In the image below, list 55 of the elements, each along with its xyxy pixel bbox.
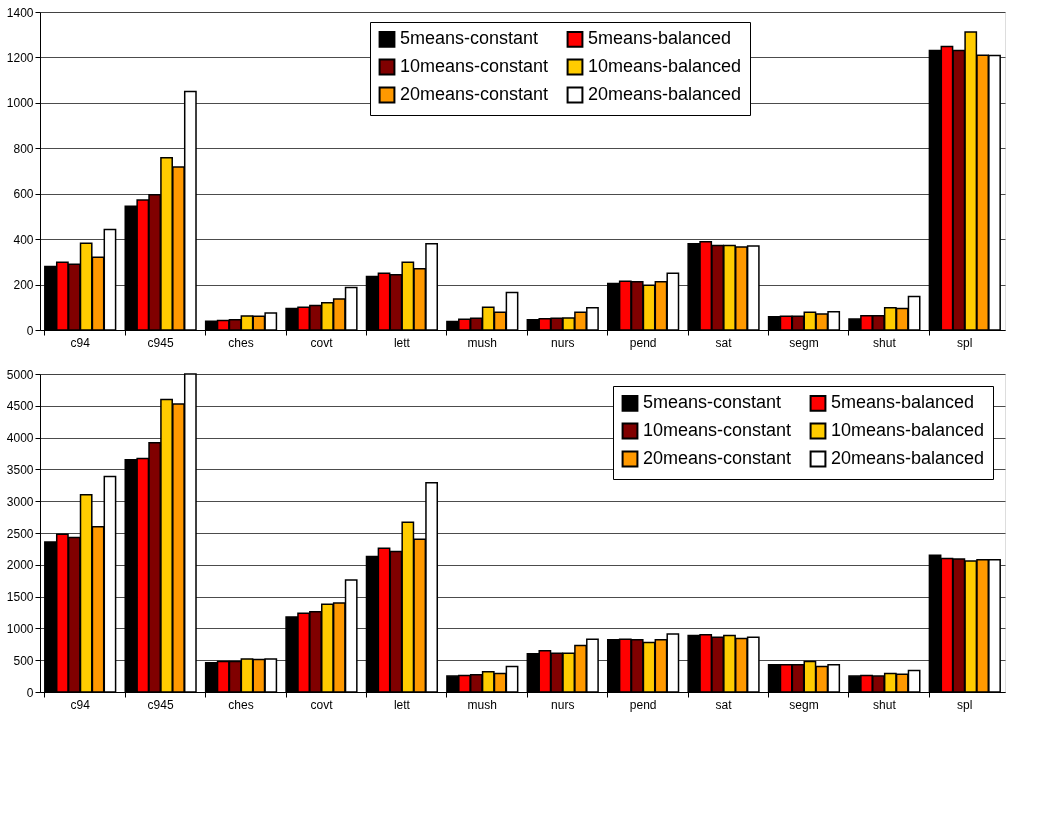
legend-label: 10means-constant <box>643 420 792 440</box>
x-tick-label: nurs <box>551 335 575 350</box>
y-tick-label: 3000 <box>6 494 34 509</box>
legend-label: 10means-balanced <box>588 56 742 76</box>
y-tick-label: 600 <box>13 187 34 202</box>
legend-label: 5means-balanced <box>588 28 732 49</box>
legend-label: 20means-constant <box>643 448 792 468</box>
x-tick-label: c945 <box>147 335 174 350</box>
x-tick-label: c94 <box>70 335 91 350</box>
y-tick-label: 0 <box>26 685 34 700</box>
legend-label: 20means-constant <box>400 84 549 104</box>
y-tick-label: 3500 <box>6 462 34 477</box>
x-tick-label: nurs <box>551 697 575 712</box>
x-tick-label: mush <box>467 335 497 350</box>
x-tick-label: segm <box>789 335 819 350</box>
x-tick-label: ches <box>228 335 254 350</box>
x-tick-label: ches <box>228 697 254 712</box>
x-tick-label: pend <box>629 697 657 712</box>
x-tick-label: spl <box>957 697 973 712</box>
x-tick-label: shut <box>873 335 897 350</box>
y-tick-label: 4500 <box>6 399 34 414</box>
y-tick-label: 400 <box>13 232 34 247</box>
x-tick-label: spl <box>957 335 973 350</box>
y-tick-label: 1000 <box>6 621 34 636</box>
y-tick-label: 800 <box>13 141 34 156</box>
legend-label: 5means-constant <box>400 28 539 49</box>
x-tick-label: segm <box>789 697 819 712</box>
y-tick-label: 1200 <box>6 50 34 65</box>
x-tick-label: mush <box>467 697 497 712</box>
x-tick-label: sat <box>715 335 733 350</box>
y-tick-label: 1400 <box>6 5 34 20</box>
x-tick-label: shut <box>873 697 897 712</box>
legend-label: 10means-constant <box>400 56 549 76</box>
y-tick-label: 1000 <box>6 96 34 111</box>
x-tick-label: c94 <box>70 697 91 712</box>
y-tick-label: 500 <box>13 653 34 668</box>
x-tick-label: pend <box>629 335 657 350</box>
x-tick-label: sat <box>715 697 733 712</box>
legend-label: 5means-balanced <box>831 392 975 413</box>
y-tick-label: 4000 <box>6 431 34 446</box>
legend-label: 20means-balanced <box>588 84 742 104</box>
y-tick-label: 200 <box>13 278 34 293</box>
legend-label: 10means-balanced <box>831 420 985 440</box>
y-tick-label: 2500 <box>6 526 34 541</box>
legend-label: 5means-constant <box>643 392 782 413</box>
x-tick-label: covt <box>310 335 334 350</box>
x-tick-label: lett <box>393 335 411 350</box>
y-tick-label: 1500 <box>6 590 34 605</box>
y-tick-label: 0 <box>26 323 34 338</box>
x-tick-label: lett <box>393 697 411 712</box>
x-tick-label: covt <box>310 697 334 712</box>
y-tick-label: 2000 <box>6 558 34 573</box>
x-tick-label: c945 <box>147 697 174 712</box>
y-tick-label: 5000 <box>6 367 34 382</box>
legend-label: 20means-balanced <box>831 448 985 468</box>
